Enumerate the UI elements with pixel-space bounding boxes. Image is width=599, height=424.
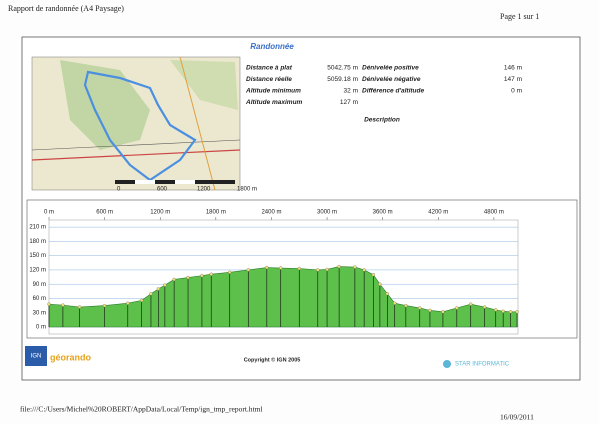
waypoint — [209, 272, 213, 276]
x-tick-label: 3600 m — [373, 210, 393, 216]
waypoint — [156, 287, 161, 291]
copyright: Copyright © IGN 2005 — [244, 356, 301, 363]
stat-label: Altitude minimum — [245, 88, 301, 95]
x-tick-label: 4800 m — [484, 210, 504, 216]
waypoint — [228, 270, 232, 274]
stat-label: Différence d'altitude — [362, 88, 424, 95]
map-scale-label: 600 — [157, 187, 168, 193]
waypoint — [404, 303, 408, 308]
waypoint — [515, 310, 519, 314]
waypoint — [186, 275, 190, 280]
waypoint — [325, 267, 329, 272]
y-tick-label: 150 m — [29, 253, 46, 259]
waypoint — [508, 310, 513, 314]
waypoint — [482, 305, 487, 309]
waypoint — [316, 268, 320, 272]
url: file:///C:/Users/Michel%20ROBERT/AppData… — [20, 405, 263, 414]
waypoint — [140, 298, 144, 303]
ign-logo — [25, 346, 47, 366]
x-tick-label: 1800 m — [206, 210, 226, 216]
x-tick-label: 0 m — [44, 210, 54, 216]
date: 16/09/2011 — [500, 413, 534, 422]
stat-label: Altitude maximum — [245, 99, 303, 106]
waypoint — [172, 277, 176, 282]
waypoint — [441, 310, 445, 314]
waypoint — [102, 303, 107, 308]
y-tick-label: 210 m — [29, 225, 46, 231]
waypoint — [455, 306, 459, 310]
stat-label: Dénivelée positive — [362, 65, 419, 72]
waypoint — [279, 266, 283, 270]
waypoint — [200, 273, 204, 278]
header-title: Rapport de randonnée (A4 Paysage) — [8, 4, 124, 13]
waypoint — [47, 302, 51, 306]
partner: STAR INFORMATIC — [455, 362, 510, 368]
x-tick-label: 2400 m — [261, 210, 281, 216]
waypoint — [246, 268, 250, 272]
stat-label: Dénivelée négative — [362, 76, 421, 83]
waypoint — [126, 301, 130, 305]
waypoint — [494, 308, 498, 312]
waypoint — [353, 265, 357, 269]
stat-label: Distance à plat — [246, 65, 293, 72]
waypoint — [371, 273, 376, 277]
logo-text: IGN — [31, 354, 42, 360]
waypoint — [265, 265, 269, 270]
report-title: Randonnée — [250, 42, 294, 51]
x-tick-label: 1200 m — [150, 210, 170, 216]
stat-value: 5042.75 m — [327, 65, 358, 72]
map — [31, 56, 241, 191]
y-tick-label: 90 m — [33, 282, 46, 288]
waypoint — [469, 302, 473, 306]
map-scale-label: 1800 m — [237, 187, 257, 193]
y-tick-label: 0 m — [36, 325, 46, 331]
x-tick-label: 3000 m — [317, 210, 337, 216]
stat-value: 5059.18 m — [327, 76, 358, 83]
logo-text: géorando — [50, 352, 92, 362]
y-tick-label: 120 m — [29, 268, 46, 274]
stat-value: 127 m — [340, 99, 358, 106]
stat-value: 32 m — [344, 88, 358, 95]
waypoint — [163, 283, 167, 287]
description-label: Description — [364, 117, 400, 124]
stat-value: 147 m — [504, 76, 522, 83]
y-tick-label: 60 m — [33, 296, 46, 302]
waypoint — [61, 303, 65, 307]
waypoint — [77, 305, 82, 309]
waypoint — [418, 306, 422, 310]
waypoint — [149, 292, 153, 296]
y-tick-label: 30 m — [33, 310, 46, 316]
waypoint — [378, 282, 382, 286]
waypoint — [385, 292, 389, 296]
stat-value: 146 m — [504, 65, 522, 72]
x-tick-label: 600 m — [96, 210, 113, 216]
waypoint — [337, 264, 341, 269]
waypoint — [362, 268, 366, 272]
x-tick-label: 4200 m — [428, 210, 448, 216]
waypoint — [501, 309, 505, 313]
stat-label: Distance réelle — [246, 76, 292, 83]
waypoint — [297, 266, 301, 271]
map-scale-label: 0 — [117, 187, 121, 193]
page-number: Page 1 sur 1 — [500, 12, 539, 21]
stat-value: 0 m — [511, 88, 522, 95]
map-scale-label: 1200 — [197, 187, 211, 193]
waypoint — [428, 308, 432, 313]
waypoint — [393, 301, 397, 305]
y-tick-label: 180 m — [29, 239, 46, 245]
partner-logo — [443, 360, 451, 368]
